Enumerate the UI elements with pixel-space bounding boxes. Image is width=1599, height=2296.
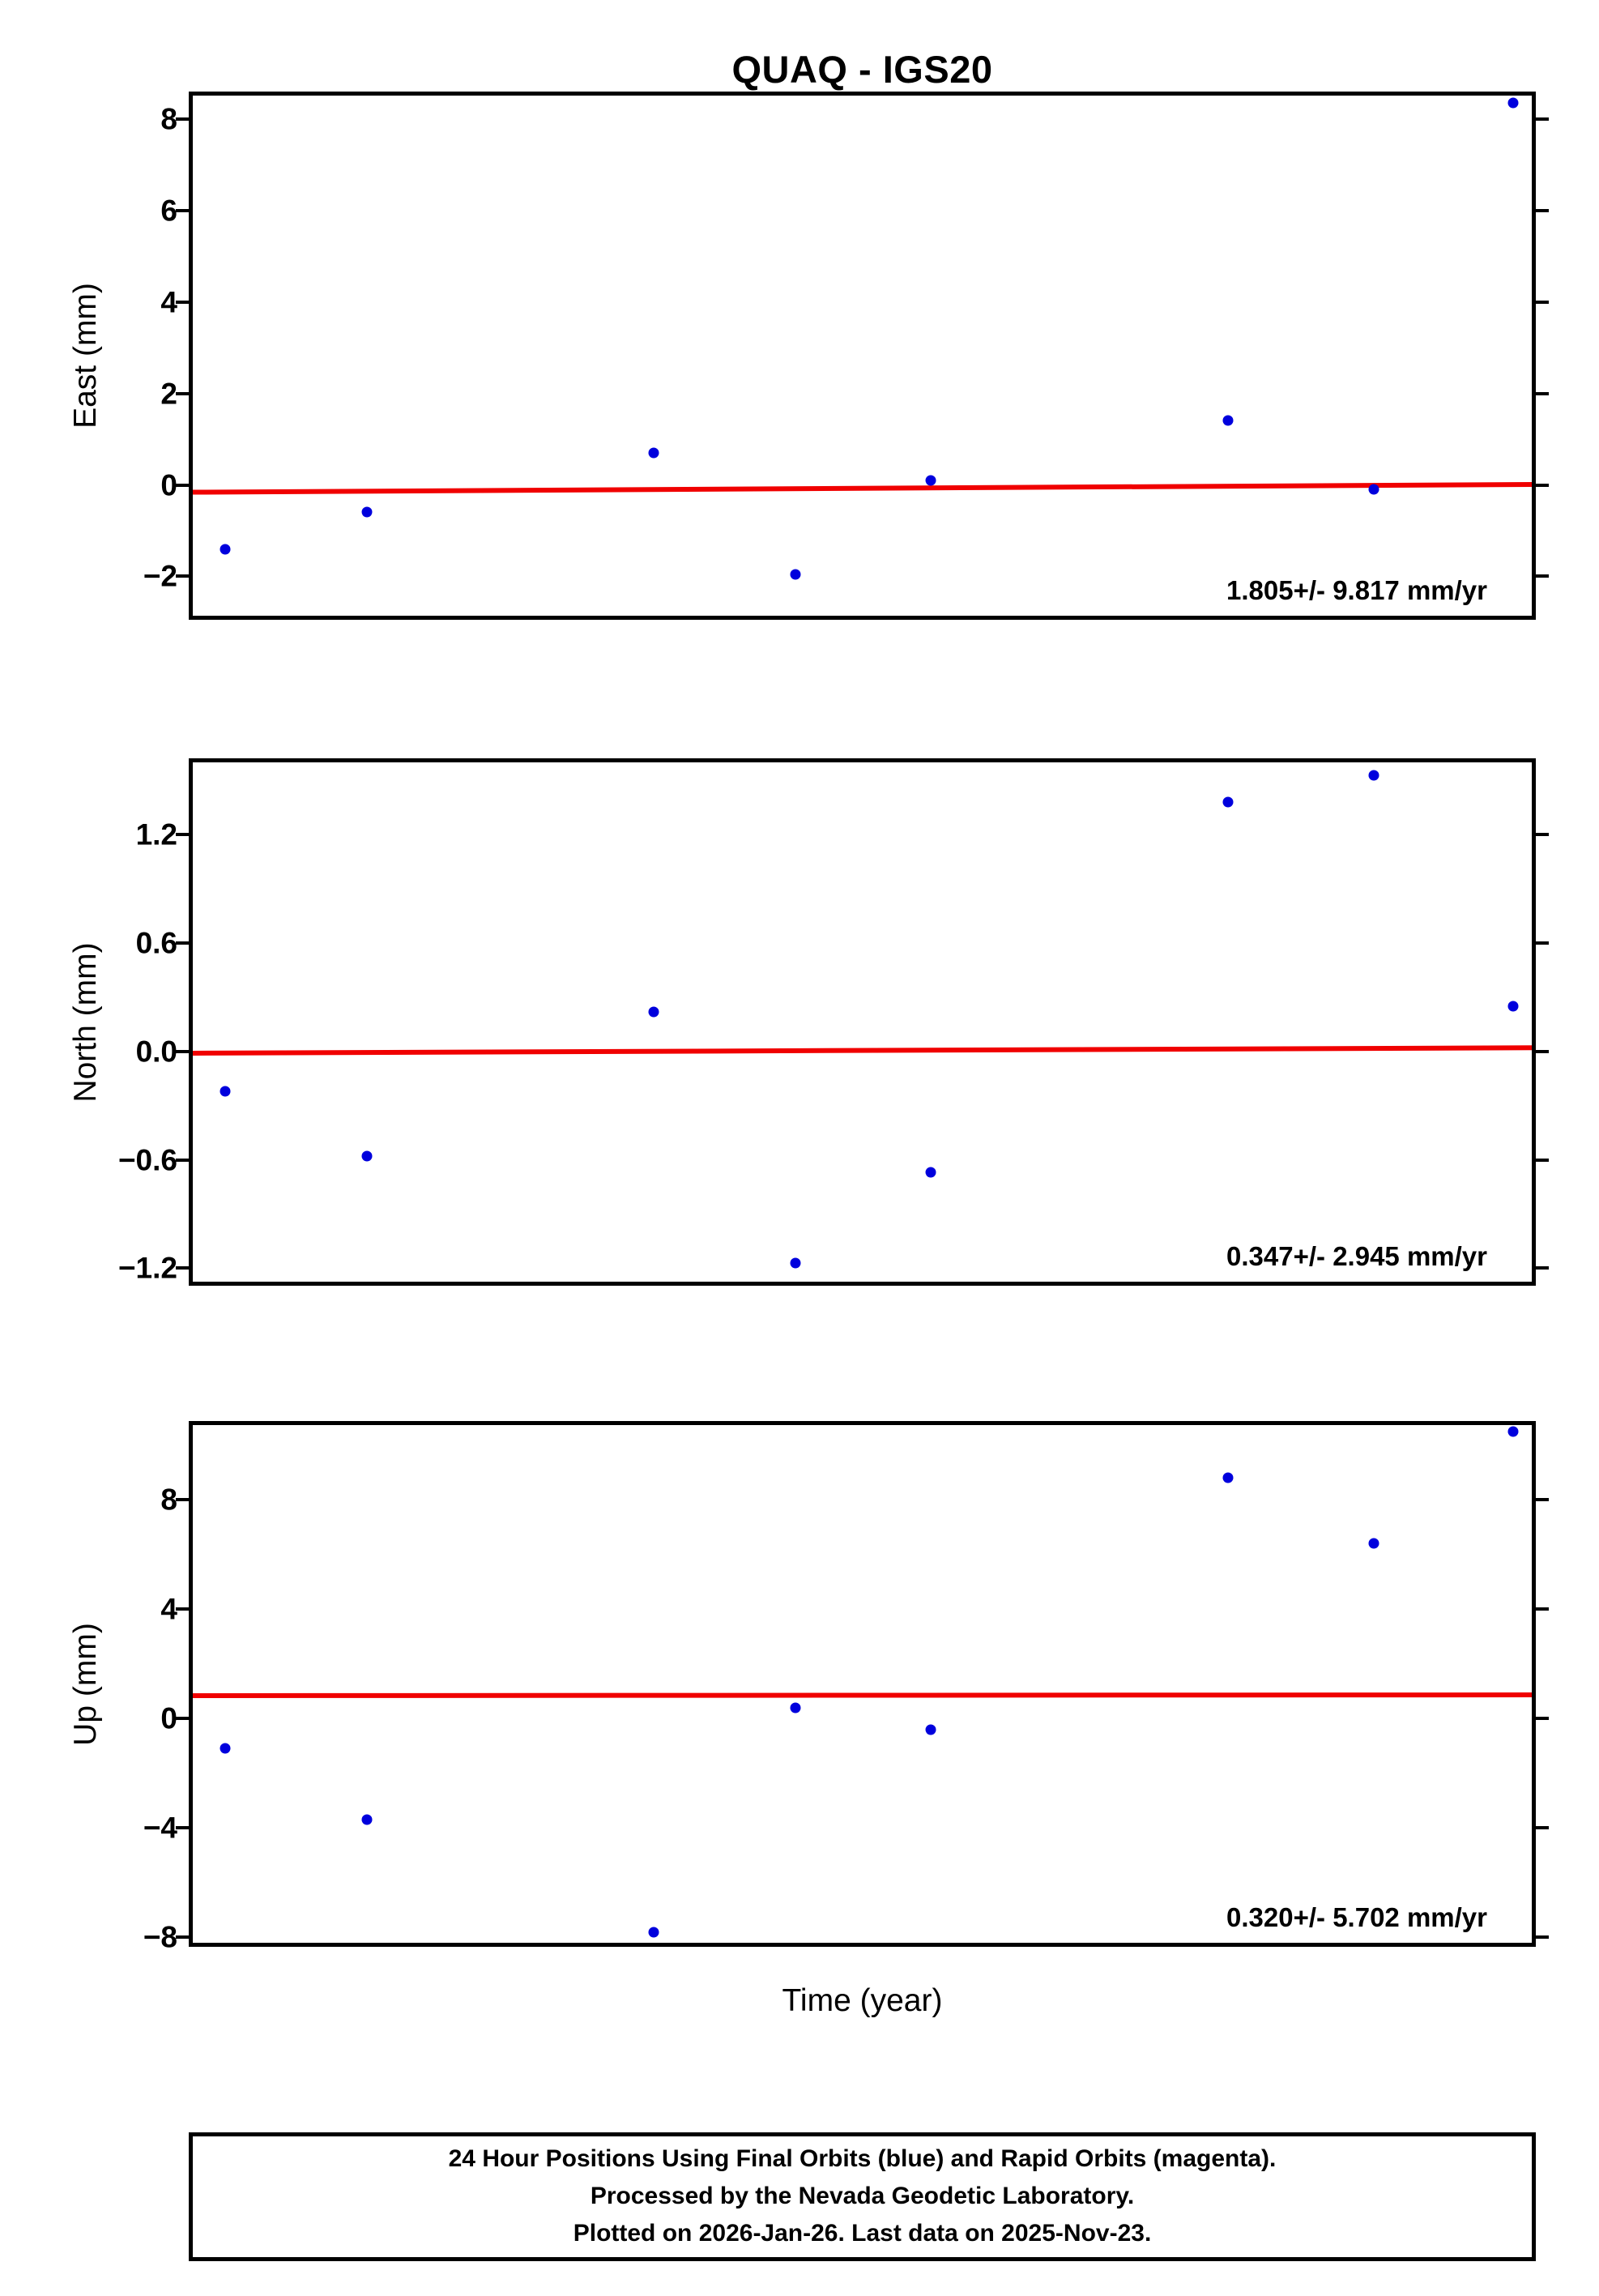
north-data-point [925, 1167, 936, 1178]
up-ytick-mark [176, 1498, 189, 1502]
east-ytick-mark [1536, 300, 1549, 304]
north-ytick-label: −1.2 [117, 1251, 177, 1285]
up-data-point [1507, 1426, 1519, 1437]
north-ytick-mark [176, 941, 189, 945]
east-data-point [1222, 415, 1234, 426]
up-trend-line [192, 1692, 1533, 1699]
north-ytick-label: −0.6 [117, 1143, 177, 1176]
north-ytick-mark [1536, 833, 1549, 837]
up-ytick-mark [176, 1935, 189, 1940]
up-ytick-label: 8 [160, 1483, 177, 1517]
north-data-point [648, 1006, 659, 1018]
footer-line-1: 24 Hour Positions Using Final Orbits (bl… [448, 2145, 1277, 2172]
east-ytick-label: 6 [160, 194, 177, 228]
up-ytick-label: 0 [160, 1701, 177, 1735]
east-trend-line [192, 481, 1533, 495]
east-data-point [790, 569, 801, 580]
footer-line-3: Plotted on 2026-Jan-26. Last data on 202… [573, 2220, 1152, 2247]
up-data-point [925, 1724, 936, 1735]
up-data-point [220, 1743, 231, 1754]
east-panel: East (mm) 1.805+/- 9.817 mm/yr 8 6 4 2 0 −2 [0, 92, 1599, 620]
up-ytick-mark [176, 1826, 189, 1830]
north-ytick-label: 0.6 [135, 926, 177, 960]
east-ytick-mark [176, 483, 189, 487]
east-trend-label: 1.805+/- 9.817 mm/yr [1226, 575, 1487, 605]
up-ytick-label: −8 [143, 1920, 177, 1954]
east-data-point [220, 544, 231, 555]
north-data-point [1222, 796, 1234, 808]
east-plot-area: 1.805+/- 9.817 mm/yr 8 6 4 2 0 −2 [143, 92, 1549, 620]
east-ytick-label: 0 [160, 468, 177, 501]
east-ytick-mark [1536, 483, 1549, 487]
up-data-point [790, 1702, 801, 1713]
east-ytick-mark [1536, 208, 1549, 212]
up-data-point [361, 1814, 373, 1825]
north-ytick-mark [1536, 1266, 1549, 1270]
east-ytick-label: 8 [160, 102, 177, 136]
east-data-point [1507, 97, 1519, 109]
north-data-point [361, 1150, 373, 1162]
north-plot-area: 0.347+/- 2.945 mm/yr 1.2 0.6 0.0 −0.6 −1.2 [118, 758, 1549, 1286]
east-ytick-mark [1536, 117, 1549, 121]
north-data-point [790, 1257, 801, 1269]
up-ytick-mark [1536, 1826, 1549, 1830]
north-ytick-label: 0.0 [135, 1035, 177, 1069]
north-trend-line [192, 1045, 1533, 1056]
east-data-point [648, 447, 659, 459]
east-data-point [925, 475, 936, 486]
east-data-point [361, 506, 373, 518]
north-ytick-mark [176, 1158, 189, 1162]
up-data-point [648, 1927, 659, 1937]
up-ytick-mark [176, 1607, 189, 1611]
page-title: QUAQ - IGS20 [731, 48, 993, 91]
north-ytick-mark [176, 833, 189, 837]
east-ytick-label: 2 [160, 377, 177, 411]
east-ytick-label: −2 [143, 559, 177, 593]
east-data-point [1368, 484, 1379, 495]
up-trend-label: 0.320+/- 5.702 mm/yr [1226, 1902, 1487, 1932]
east-ytick-mark [176, 300, 189, 304]
up-plot-area: 0.320+/- 5.702 mm/yr 8 4 0 −4 −8 [143, 1421, 1549, 1952]
north-ytick-label: 1.2 [135, 817, 177, 851]
north-ytick-mark [1536, 941, 1549, 945]
east-ytick-mark [176, 574, 189, 578]
up-ytick-mark [1536, 1935, 1549, 1940]
east-ytick-mark [176, 391, 189, 395]
footer-line-2: Processed by the Nevada Geodetic Laborat… [590, 2183, 1135, 2209]
up-ytick-mark [1536, 1717, 1549, 1721]
up-ytick-label: −4 [143, 1811, 177, 1845]
up-panel: Up (mm) 0.320+/- 5.702 mm/yr 8 4 0 −4 −8 [0, 1421, 1599, 1952]
x-axis-label: Time (year) [782, 1983, 943, 2018]
north-axis-label: North (mm) [68, 941, 103, 1103]
up-data-point [1222, 1472, 1234, 1483]
north-data-point [1368, 770, 1379, 781]
north-ytick-mark [1536, 1049, 1549, 1053]
north-trend-label: 0.347+/- 2.945 mm/yr [1226, 1241, 1487, 1271]
east-ytick-mark [176, 117, 189, 121]
north-ytick-mark [176, 1049, 189, 1053]
east-ytick-mark [1536, 391, 1549, 395]
up-ytick-mark [176, 1717, 189, 1721]
up-ytick-mark [1536, 1498, 1549, 1502]
up-ytick-label: 4 [160, 1592, 177, 1626]
up-data-point [1368, 1538, 1379, 1549]
north-ytick-mark [1536, 1158, 1549, 1162]
east-ytick-label: 4 [160, 285, 177, 319]
north-ytick-mark [176, 1266, 189, 1270]
footer-box: 24 Hour Positions Using Final Orbits (bl… [189, 2132, 1536, 2261]
north-panel: North (mm) 0.347+/- 2.945 mm/yr 1.2 0.6 0.… [0, 758, 1599, 1286]
east-ytick-mark [176, 208, 189, 212]
up-ytick-mark [1536, 1607, 1549, 1611]
north-data-point [220, 1086, 231, 1097]
north-data-point [1507, 1001, 1519, 1012]
east-ytick-mark [1536, 574, 1549, 578]
